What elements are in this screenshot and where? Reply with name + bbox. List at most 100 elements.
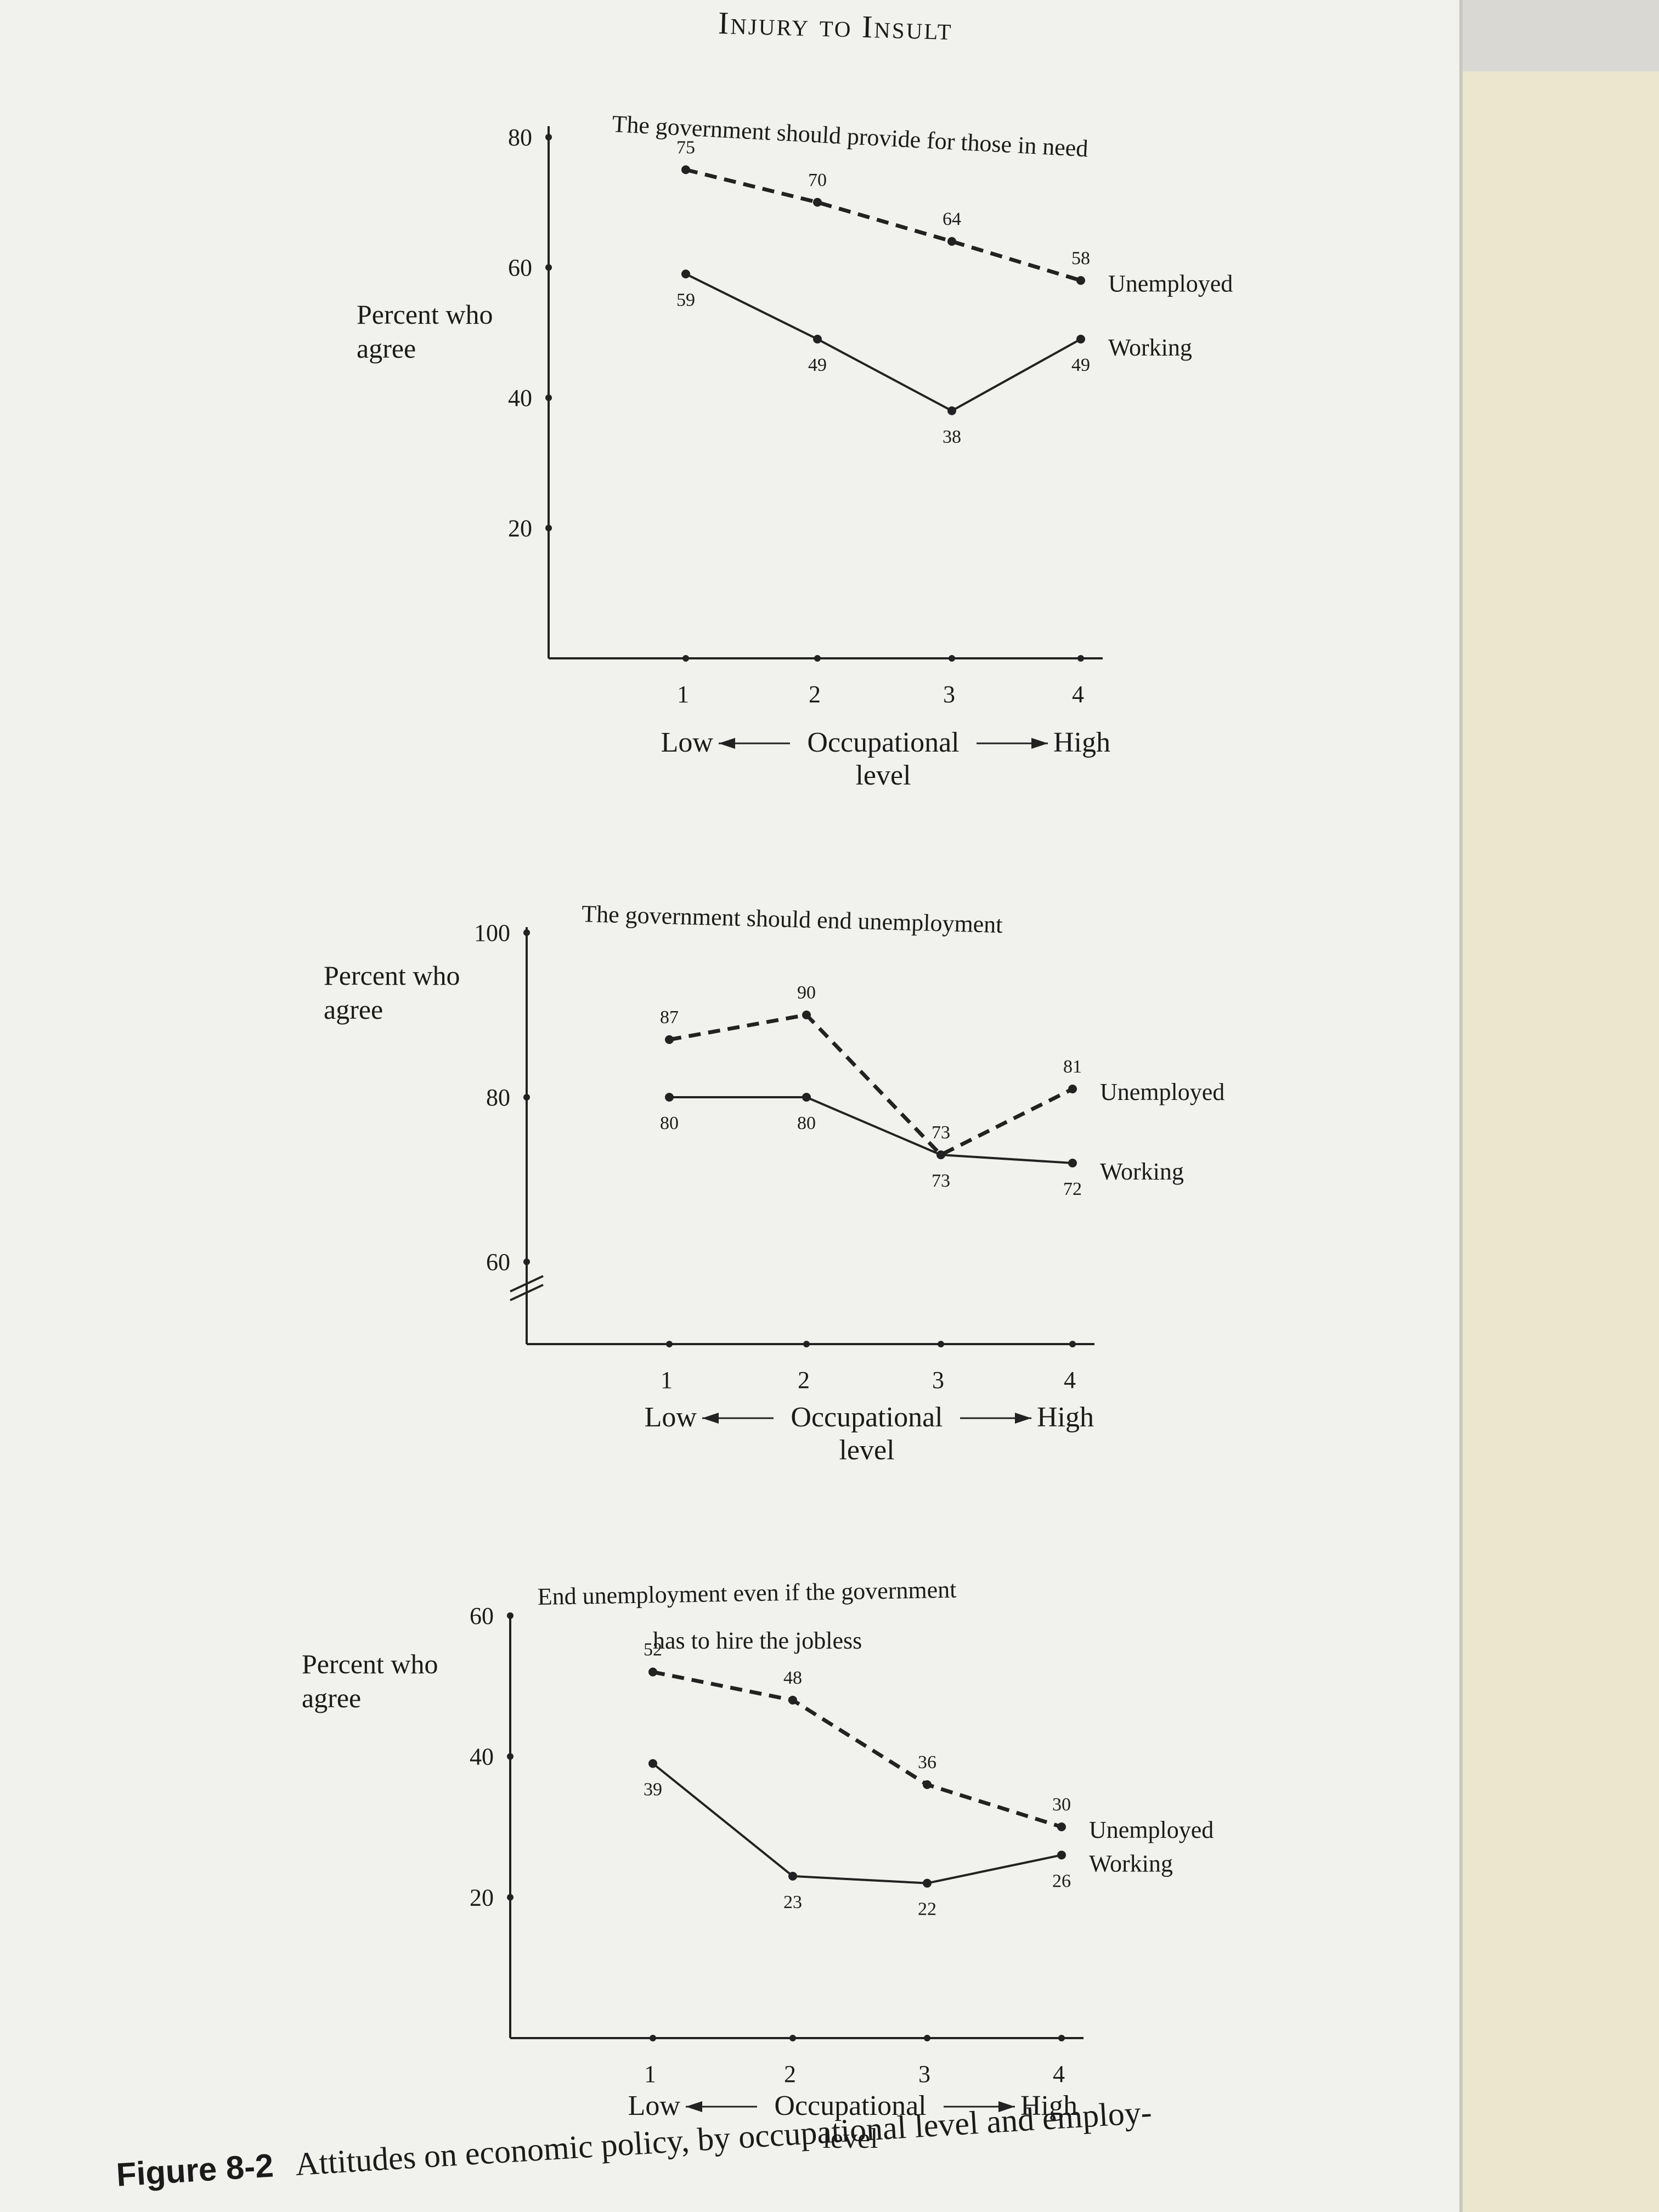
data-point-unemployed xyxy=(1076,276,1085,285)
data-point-unemployed xyxy=(1057,1822,1066,1831)
data-label-working: 38 xyxy=(943,427,961,447)
data-point-working xyxy=(788,1871,797,1881)
y-tick-label: 20 xyxy=(470,1884,494,1911)
x-tick-label: 1 xyxy=(677,681,689,708)
x-axis-high-label: High xyxy=(1037,1402,1094,1433)
data-label-unemployed: 64 xyxy=(943,209,961,229)
x-axis-low-arrowhead xyxy=(719,738,735,749)
y-tick-label: 60 xyxy=(470,1602,494,1629)
data-point-working xyxy=(947,406,956,415)
data-label-unemployed: 90 xyxy=(797,983,816,1003)
y-tick-dot xyxy=(523,1259,530,1265)
y-axis-label: agree xyxy=(324,994,383,1025)
data-point-unemployed xyxy=(681,165,690,174)
x-axis-low-label: Low xyxy=(628,2090,681,2121)
data-label-working: 80 xyxy=(660,1113,679,1133)
data-point-working xyxy=(1057,1850,1066,1860)
data-point-unemployed xyxy=(788,1696,797,1705)
y-axis-label: Percent who xyxy=(302,1649,438,1679)
data-label-working: 73 xyxy=(932,1171,950,1191)
data-label-working: 22 xyxy=(918,1899,936,1920)
y-axis-label: agree xyxy=(302,1683,361,1713)
data-label-unemployed: 70 xyxy=(808,170,827,190)
x-tick-label: 4 xyxy=(1072,681,1084,708)
data-point-unemployed xyxy=(802,1011,811,1019)
data-point-working xyxy=(1068,1159,1077,1167)
x-axis-high-label: High xyxy=(1020,2090,1077,2121)
series-label-working: Working xyxy=(1100,1158,1184,1185)
x-tick-label: 2 xyxy=(784,2061,796,2087)
x-tick-label: 2 xyxy=(798,1367,810,1393)
x-tick-dot xyxy=(803,1341,810,1347)
data-label-unemployed: 58 xyxy=(1071,248,1090,268)
data-point-unemployed xyxy=(648,1667,657,1677)
x-tick-label: 4 xyxy=(1064,1367,1076,1393)
series-line-working xyxy=(685,273,1081,413)
y-axis-label: Percent who xyxy=(357,299,493,330)
y-axis-label: agree xyxy=(357,333,416,364)
data-point-unemployed xyxy=(813,198,822,207)
facing-page xyxy=(1463,71,1659,2212)
y-tick-label: 40 xyxy=(508,385,532,411)
x-tick-dot xyxy=(949,655,955,662)
series-label-working: Working xyxy=(1089,1850,1173,1877)
x-axis-low-label: Low xyxy=(661,727,714,758)
data-label-unemployed: 73 xyxy=(932,1122,950,1143)
axis-break-mark xyxy=(510,1284,544,1301)
x-tick-label: 3 xyxy=(943,681,955,708)
chart-title: End unemployment even if the government xyxy=(537,1576,956,1610)
x-axis-high-arrowhead xyxy=(1015,1413,1031,1424)
data-label-unemployed: 75 xyxy=(676,137,695,157)
x-axis-high-label: High xyxy=(1053,727,1110,758)
x-axis-label: level xyxy=(822,2123,878,2154)
series-line-unemployed xyxy=(685,167,1082,283)
series-line-unemployed xyxy=(652,1670,1063,1829)
x-axis-label: Occupational xyxy=(791,1402,943,1433)
x-tick-dot xyxy=(682,655,689,662)
data-point-working xyxy=(681,269,690,279)
x-tick-label: 1 xyxy=(644,2061,656,2087)
data-label-working: 72 xyxy=(1063,1179,1082,1199)
x-axis-label: Occupational xyxy=(774,2090,926,2121)
x-axis-label: level xyxy=(839,1435,894,1466)
axis-break-mark xyxy=(510,1275,544,1293)
data-label-unemployed: 48 xyxy=(783,1668,802,1688)
data-label-working: 49 xyxy=(808,355,827,375)
data-point-unemployed xyxy=(947,237,956,246)
x-tick-dot xyxy=(1058,2035,1065,2041)
data-point-working xyxy=(813,335,822,344)
chart-title: has to hire the jobless xyxy=(653,1627,862,1654)
x-axis-high-arrowhead xyxy=(1031,738,1048,749)
series-label-unemployed: Unemployed xyxy=(1108,270,1233,297)
data-point-unemployed xyxy=(923,1780,932,1789)
data-point-working xyxy=(936,1150,945,1159)
x-axis-low-arrowhead xyxy=(686,2101,702,2112)
x-axis-label: Occupational xyxy=(807,727,959,758)
y-tick-dot xyxy=(523,929,530,936)
data-point-working xyxy=(648,1759,657,1768)
x-tick-label: 1 xyxy=(661,1367,673,1393)
data-point-working xyxy=(802,1093,811,1102)
y-tick-dot xyxy=(507,1612,514,1619)
x-tick-dot xyxy=(1069,1341,1076,1347)
data-label-working: 49 xyxy=(1071,355,1090,375)
series-label-unemployed: Unemployed xyxy=(1089,1816,1214,1843)
data-label-unemployed: 52 xyxy=(644,1640,662,1660)
y-tick-label: 40 xyxy=(470,1743,494,1770)
data-label-working: 23 xyxy=(783,1892,802,1912)
x-tick-dot xyxy=(650,2035,656,2041)
x-tick-dot xyxy=(924,2035,930,2041)
data-point-working xyxy=(1076,335,1085,344)
y-tick-dot xyxy=(507,1894,514,1901)
data-point-unemployed xyxy=(665,1035,674,1044)
x-tick-label: 3 xyxy=(918,2061,930,2087)
y-tick-label: 60 xyxy=(486,1249,510,1276)
y-tick-dot xyxy=(545,394,552,401)
y-tick-label: 80 xyxy=(486,1084,510,1111)
x-tick-label: 2 xyxy=(809,681,821,708)
data-label-unemployed: 87 xyxy=(660,1007,679,1028)
chart-title: The government should end unemployment xyxy=(582,900,1003,938)
